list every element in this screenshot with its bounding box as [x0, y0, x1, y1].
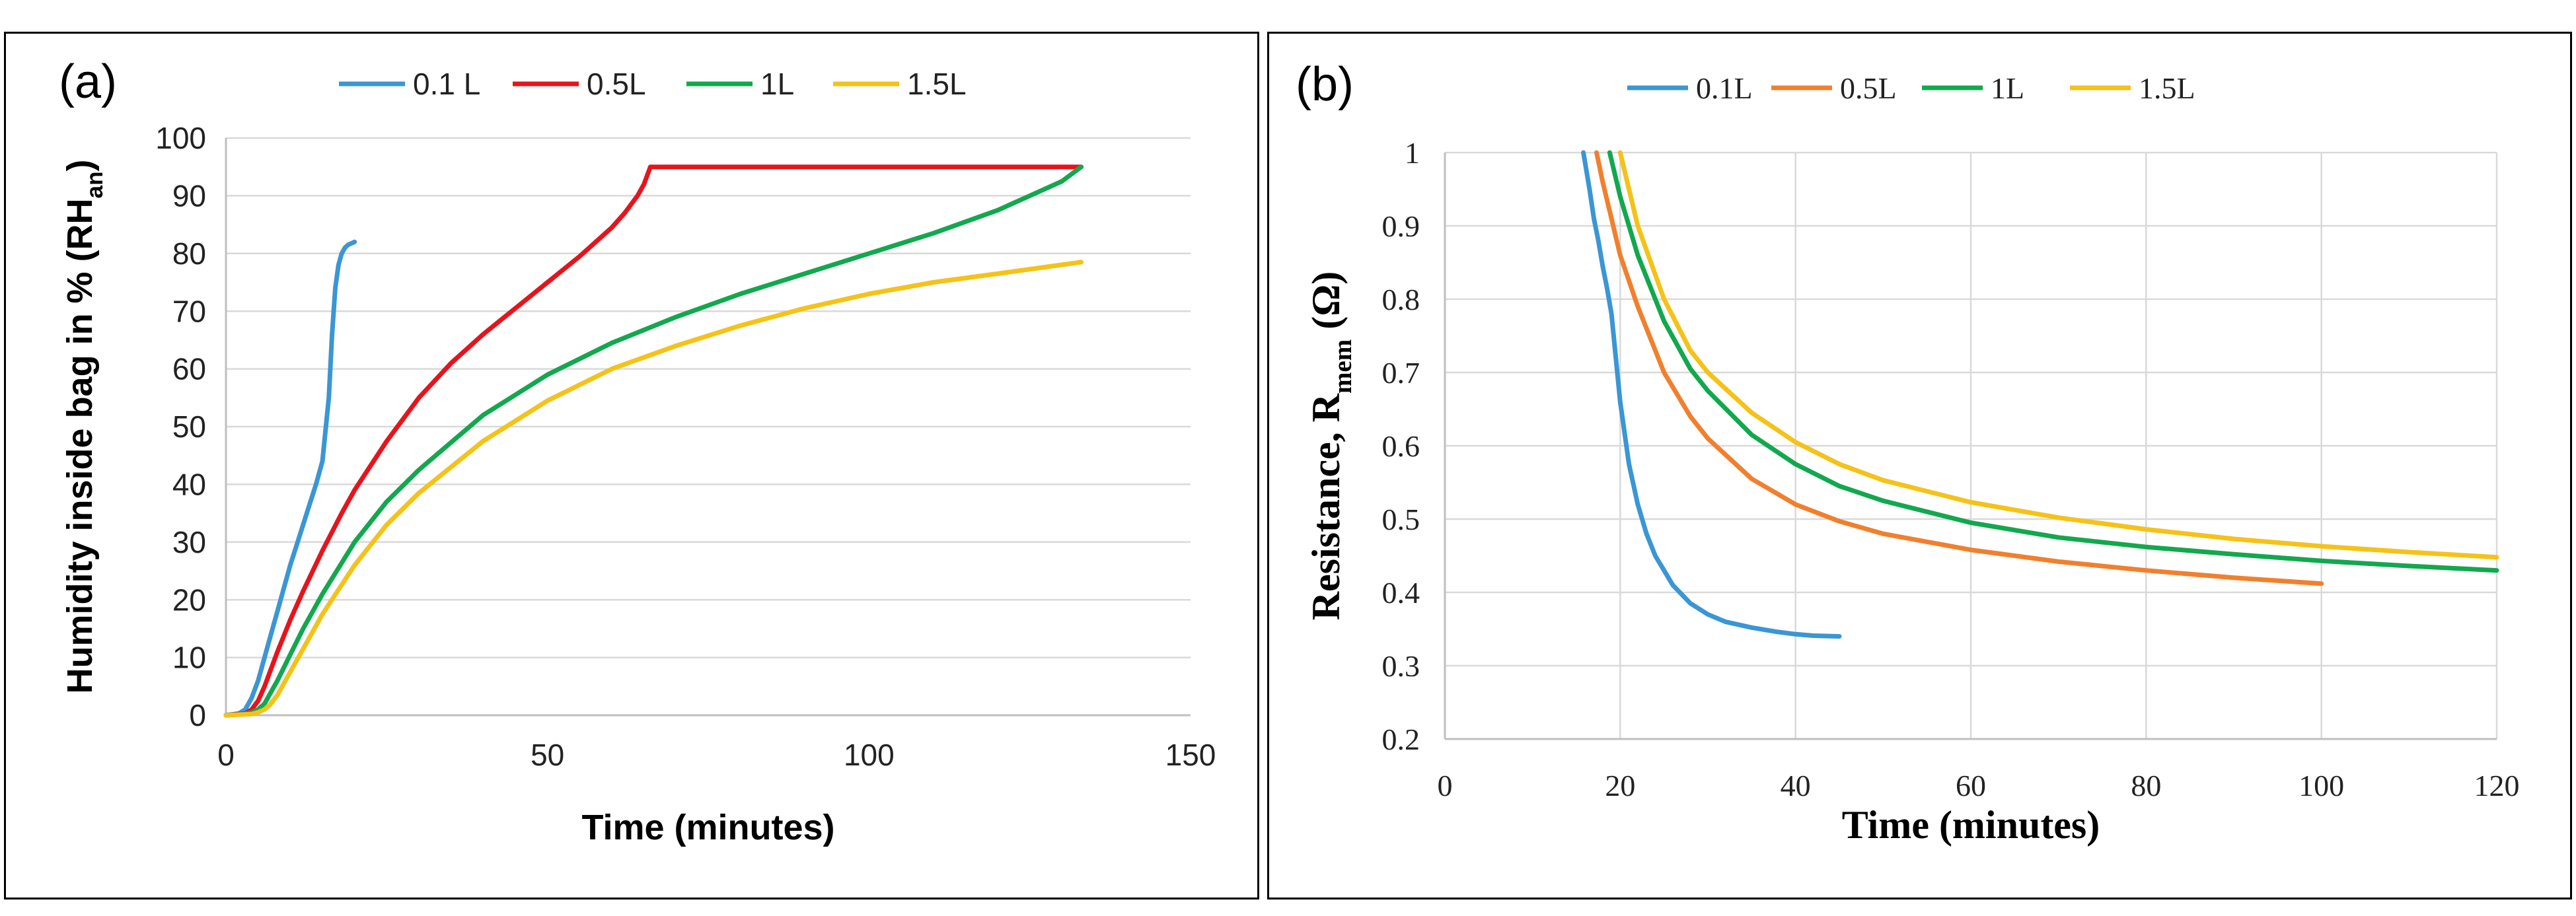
y-tick-label: 30 [172, 525, 206, 559]
y-axis-title-subscript: mem [1329, 339, 1357, 394]
y-tick-label: 0.6 [1382, 429, 1420, 463]
x-axis-title: Time (minutes) [581, 808, 834, 847]
y-axis-title-close: ) [60, 160, 100, 172]
legend-label: 0.1 L [413, 67, 480, 101]
x-tick-label: 0 [217, 738, 235, 772]
y-tick-label: 0.3 [1382, 649, 1420, 683]
legend-label: 1.5L [2139, 71, 2195, 105]
y-tick-label: 70 [172, 294, 206, 328]
y-tick-label: 0 [189, 698, 206, 732]
x-axis-title: Time (minutes) [1842, 803, 2100, 847]
x-tick-label: 50 [531, 738, 564, 772]
x-tick-label: 150 [1165, 738, 1216, 772]
y-tick-label: 90 [172, 179, 206, 213]
y-tick-label: 0.8 [1382, 283, 1420, 316]
series-line-1L [223, 164, 1084, 718]
y-tick-label: 10 [172, 641, 206, 675]
y-tick-label: 100 [155, 121, 206, 155]
legend-label: 1L [760, 67, 794, 101]
y-axis-title-subscript: an [82, 172, 108, 199]
chart-a-svg: 0 10 20 30 40 50 60 70 80 90 100 0 50 100 150 Time (min… [60, 67, 1216, 847]
legend-label: 1L [1991, 71, 2024, 105]
x-tick-label: 80 [2131, 769, 2161, 802]
y-tick-label: 0.9 [1382, 209, 1420, 243]
chart-b-svg: 0.2 0.3 0.4 0.5 0.6 0.7 0.8 0.9 1 0 20 40 60 80 100 120… [1304, 71, 2520, 847]
y-axis-title: Humidity inside bag in % (RHan) [60, 160, 108, 694]
y-tick-label: 50 [172, 409, 206, 444]
y-tick-label: 0.2 [1382, 722, 1420, 756]
y-tick-label: 0.5 [1382, 503, 1420, 536]
y-tick-label: 0.4 [1382, 576, 1420, 610]
y-tick-label: 60 [172, 352, 206, 386]
x-tick-label: 20 [1605, 769, 1635, 802]
y-tick-label: 0.7 [1382, 356, 1420, 390]
y-tick-label: 1 [1405, 136, 1420, 170]
panel-label-b: (b) [1296, 58, 1354, 111]
x-tick-label: 100 [844, 738, 895, 772]
y-axis-title-close: (Ω) [1304, 271, 1348, 339]
series-line-0_1L [223, 239, 357, 718]
panel-label-a: (a) [59, 55, 117, 108]
chart-panel-b: (b) 0.2 0.3 0.4 0.5 0.6 0.7 0.8 0.9 1 0 20 40 60 80 10… [1267, 32, 2572, 899]
series-line-1_5L [1617, 150, 2499, 560]
y-axis-title-main: Humidity inside bag in % (RH [60, 198, 100, 693]
y-tick-label: 40 [172, 468, 206, 502]
x-tick-label: 0 [1438, 769, 1453, 802]
x-tick-label: 60 [1956, 769, 1986, 802]
legend-label: 0.5L [1840, 71, 1897, 105]
y-tick-label: 20 [172, 582, 206, 617]
y-tick-label: 80 [172, 236, 206, 271]
x-tick-label: 120 [2474, 769, 2520, 802]
y-axis-title: Resistance, Rmem (Ω) [1304, 271, 1357, 621]
y-axis-title-main: Resistance, R [1304, 393, 1348, 620]
series-line-1L [1607, 150, 2499, 573]
series-line-0_5L [1594, 150, 2324, 586]
series-line-1_5L [223, 260, 1084, 718]
series-line-0_5L [223, 164, 1084, 718]
chart-panel-a: (a) 0 10 20 30 40 50 60 70 80 90 100 0 50 100 150 Time … [4, 32, 1259, 899]
legend-label: 0.5L [587, 67, 646, 101]
legend-label: 0.1L [1696, 71, 1753, 105]
series-line-0_1L [1581, 150, 1842, 639]
x-tick-label: 40 [1781, 769, 1811, 802]
legend-label: 1.5L [907, 67, 967, 101]
x-tick-label: 100 [2299, 769, 2344, 802]
